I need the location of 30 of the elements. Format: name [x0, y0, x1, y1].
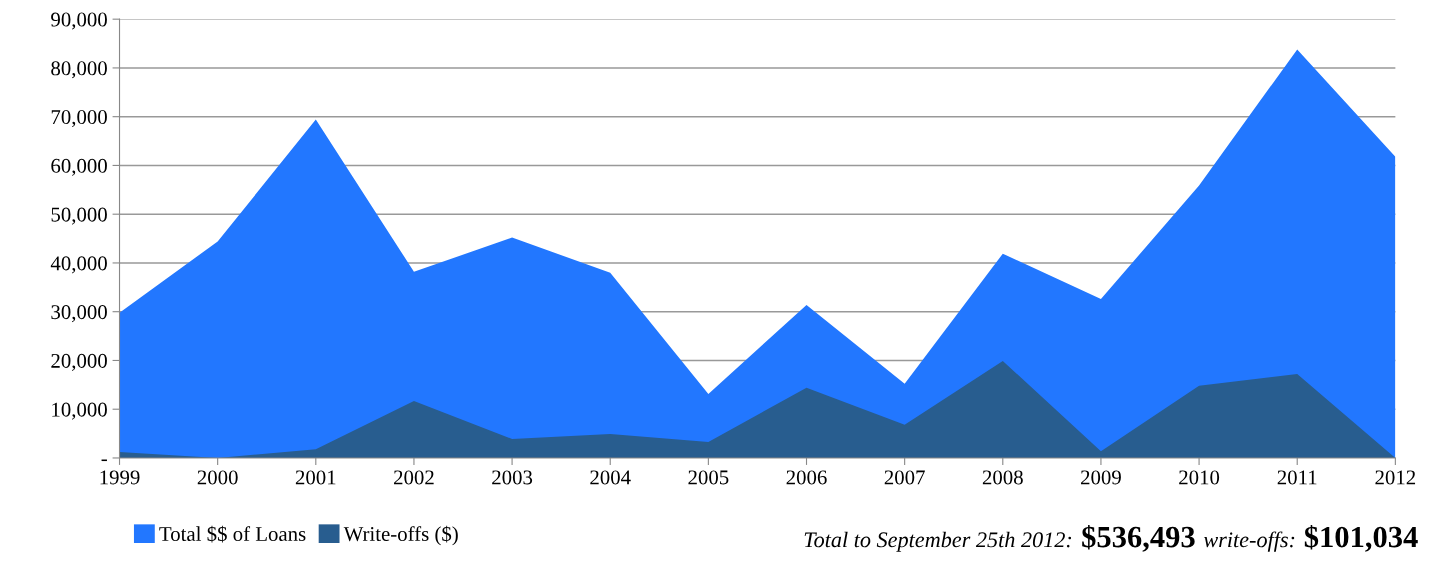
text: Total to September 25th 2012:: [804, 531, 1072, 552]
x-tick-label: 2006: [786, 470, 827, 485]
y-tick-label: 20,000: [51, 353, 107, 371]
y-tick-label: 80,000: [51, 61, 107, 79]
text: write-offs:: [1203, 531, 1295, 552]
x-tick-label: 2004: [590, 470, 631, 485]
y-tick-label: -: [101, 459, 107, 462]
y-tick-label: 70,000: [51, 110, 107, 128]
y-tick-label: 30,000: [51, 305, 107, 323]
text: $536,493: [1082, 524, 1195, 552]
x-tick-label: 2009: [1081, 470, 1121, 485]
y-tick-label: 40,000: [50, 256, 107, 274]
legend-label: Total $$ of Loans: [159, 525, 306, 543]
x-tick-label: 1999: [100, 470, 140, 485]
y-tick-label: 50,000: [51, 207, 107, 225]
y-tick-label: 90,000: [51, 12, 107, 30]
x-tick-label: 2007: [884, 470, 925, 485]
legend-label: Write-offs ($): [343, 525, 458, 546]
x-tick-label: 2008: [982, 470, 1023, 485]
x-tick-label: 2005: [688, 470, 729, 485]
x-tick-label: 2012: [1375, 470, 1416, 485]
x-tick-label: 2011: [1277, 470, 1317, 485]
x-tick-label: 2000: [197, 470, 238, 485]
x-tick-label: 2001: [295, 470, 336, 485]
x-tick-label: 2003: [492, 470, 533, 485]
text: $101,034: [1304, 524, 1418, 552]
x-tick-label: 2002: [394, 470, 434, 485]
y-tick-label: 10,000: [52, 402, 107, 420]
x-tick-label: 2010: [1179, 470, 1220, 485]
y-tick-label: 60,000: [51, 158, 107, 176]
